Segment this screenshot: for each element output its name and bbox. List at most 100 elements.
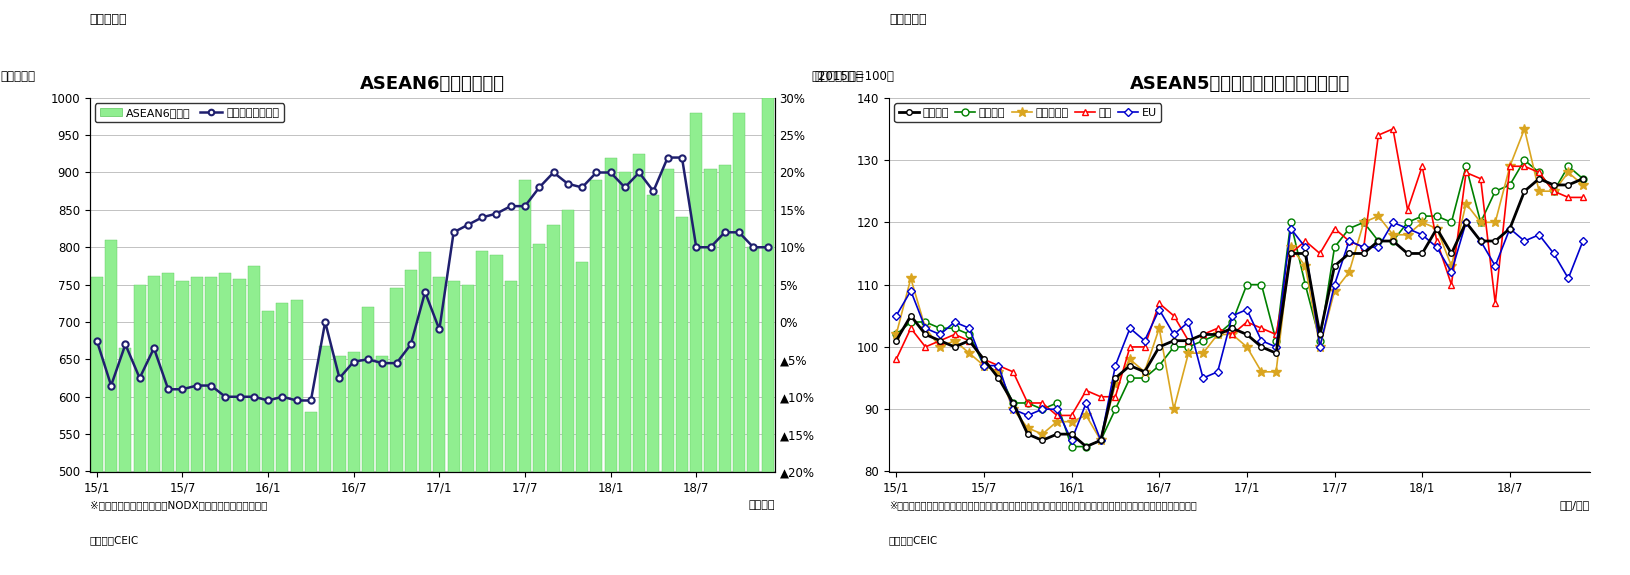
EU bbox=[973, 362, 993, 369]
EU bbox=[1208, 369, 1227, 375]
東アジア bbox=[885, 331, 905, 338]
北米 bbox=[929, 337, 949, 344]
EU bbox=[1470, 237, 1490, 244]
Text: ※タイ、マレーシア、シンガポール（地場輸出）、インドネシア（非石油ガス輸出）、フィリピンの輸出より算出。: ※タイ、マレーシア、シンガポール（地場輸出）、インドネシア（非石油ガス輸出）、フ… bbox=[888, 500, 1196, 510]
東アジア bbox=[914, 319, 934, 325]
東南アジア bbox=[1061, 418, 1081, 425]
北米 bbox=[1426, 237, 1446, 244]
東南アジア bbox=[1120, 356, 1139, 363]
Text: （前年同月比）: （前年同月比） bbox=[815, 70, 864, 83]
輸出全体 bbox=[1090, 437, 1110, 444]
北米 bbox=[1573, 194, 1593, 201]
東南アジア bbox=[1105, 381, 1125, 388]
輸出全体 bbox=[958, 337, 978, 344]
Bar bbox=[575, 262, 588, 575]
EU bbox=[1500, 225, 1519, 232]
Text: （年/月）: （年/月） bbox=[1558, 500, 1589, 510]
東アジア bbox=[1397, 219, 1416, 226]
Bar bbox=[434, 277, 445, 575]
Bar bbox=[719, 165, 730, 575]
Bar bbox=[377, 355, 388, 575]
Bar bbox=[248, 266, 259, 575]
Text: （億ドル）: （億ドル） bbox=[0, 70, 36, 83]
Bar bbox=[161, 273, 174, 575]
EU bbox=[944, 319, 963, 325]
Line: 東南アジア: 東南アジア bbox=[890, 124, 1588, 445]
東南アジア bbox=[1280, 244, 1299, 251]
東アジア bbox=[988, 369, 1007, 375]
東アジア bbox=[1294, 281, 1314, 288]
東アジア bbox=[1426, 213, 1446, 220]
北米 bbox=[1032, 400, 1051, 407]
輸出全体 bbox=[1208, 331, 1227, 338]
東アジア bbox=[1324, 244, 1343, 251]
東南アジア bbox=[1324, 288, 1343, 294]
Bar bbox=[732, 113, 745, 575]
北米 bbox=[1368, 132, 1387, 139]
北米 bbox=[900, 325, 919, 332]
Text: （資料）CEIC: （資料）CEIC bbox=[888, 535, 937, 545]
東アジア bbox=[1032, 406, 1051, 413]
EU bbox=[1514, 237, 1534, 244]
東南アジア bbox=[1514, 125, 1534, 132]
北米 bbox=[1441, 281, 1460, 288]
輸出全体 bbox=[1470, 237, 1490, 244]
北米 bbox=[1222, 331, 1242, 338]
Bar bbox=[461, 285, 474, 575]
東アジア bbox=[1164, 343, 1183, 350]
北米 bbox=[1120, 343, 1139, 350]
北米 bbox=[1294, 237, 1314, 244]
Bar bbox=[476, 251, 487, 575]
EU bbox=[1558, 275, 1578, 282]
EU bbox=[1456, 219, 1475, 226]
東南アジア bbox=[1222, 331, 1242, 338]
東南アジア bbox=[900, 275, 919, 282]
北米 bbox=[1002, 369, 1022, 375]
EU bbox=[1309, 343, 1328, 350]
輸出全体 bbox=[1046, 431, 1066, 438]
北米 bbox=[1456, 169, 1475, 176]
Bar bbox=[704, 168, 716, 575]
輸出全体 bbox=[1338, 250, 1358, 257]
EU bbox=[1046, 406, 1066, 413]
Bar bbox=[675, 217, 688, 575]
Text: （図表１）: （図表１） bbox=[90, 13, 127, 26]
北米 bbox=[1017, 400, 1037, 407]
EU bbox=[1178, 319, 1198, 325]
東アジア bbox=[1149, 362, 1169, 369]
EU bbox=[1105, 362, 1125, 369]
輸出全体 bbox=[1061, 431, 1081, 438]
Bar bbox=[504, 281, 517, 575]
EU bbox=[1061, 437, 1081, 444]
Bar bbox=[262, 310, 274, 575]
輸出全体 bbox=[1017, 431, 1037, 438]
輸出全体 bbox=[1149, 343, 1169, 350]
東南アジア bbox=[1500, 163, 1519, 170]
東アジア bbox=[1046, 400, 1066, 407]
東アジア bbox=[1076, 443, 1095, 450]
東アジア bbox=[1456, 163, 1475, 170]
Bar bbox=[689, 113, 703, 575]
輸出全体 bbox=[1544, 182, 1563, 189]
北米 bbox=[944, 331, 963, 338]
東アジア bbox=[1529, 169, 1548, 176]
東南アジア bbox=[1529, 187, 1548, 194]
Text: （2015年=100）: （2015年=100） bbox=[812, 70, 895, 83]
輸出全体 bbox=[1193, 331, 1213, 338]
東アジア bbox=[1500, 182, 1519, 189]
Bar bbox=[347, 352, 360, 575]
Bar bbox=[305, 412, 316, 575]
東南アジア bbox=[1456, 200, 1475, 207]
EU bbox=[1222, 312, 1242, 319]
Bar bbox=[662, 168, 673, 575]
東南アジア bbox=[1208, 331, 1227, 338]
東南アジア bbox=[1338, 269, 1358, 275]
北米 bbox=[1149, 300, 1169, 306]
北米 bbox=[973, 356, 993, 363]
輸出全体 bbox=[1324, 262, 1343, 269]
北米 bbox=[1236, 319, 1255, 325]
北米 bbox=[1412, 163, 1431, 170]
東南アジア bbox=[1265, 369, 1284, 375]
Bar bbox=[548, 225, 559, 575]
Bar bbox=[134, 285, 145, 575]
